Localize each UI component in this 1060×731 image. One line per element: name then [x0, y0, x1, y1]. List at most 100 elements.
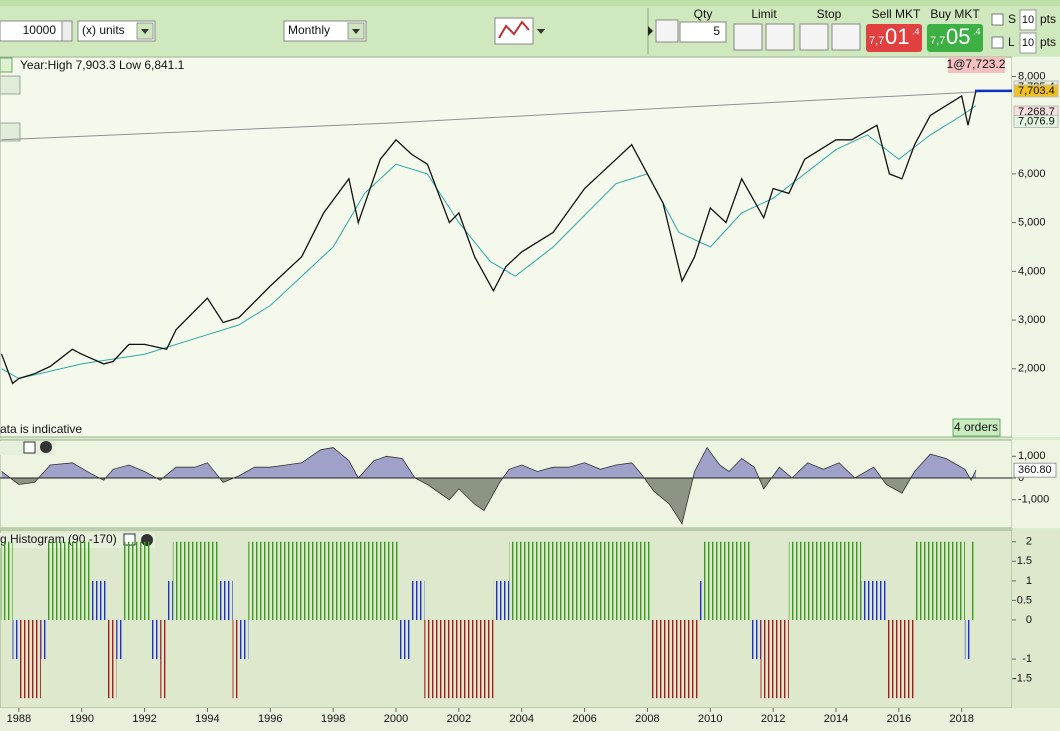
x-tick-label: 2010: [698, 713, 722, 725]
stop-sell-button[interactable]: [831, 23, 861, 51]
units: (x) units: [82, 23, 125, 37]
sell-prefix: 7,7: [869, 35, 884, 47]
histogram-bars: [760, 619, 789, 699]
y-tick-label: 0: [1018, 472, 1024, 484]
x-tick-label: 2016: [887, 713, 911, 725]
stop-pts-box[interactable]: [1019, 9, 1037, 31]
histogram-bars: [18, 619, 41, 699]
limit-pts-box[interactable]: [1019, 32, 1037, 54]
qty-box[interactable]: [679, 21, 727, 43]
y-tick-label: -1: [1022, 653, 1032, 665]
toolbar-top: [0, 0, 1060, 6]
y-tick-label: 4,000: [1018, 265, 1046, 277]
histogram-bars: [697, 580, 704, 620]
y-tick-label: 3,000: [1018, 314, 1046, 326]
price-line: [0, 90, 977, 385]
histogram-bars: [886, 619, 915, 699]
x-tick-label: 2004: [509, 713, 533, 725]
x-tick-label: 1996: [258, 713, 282, 725]
oscillator-panel: [0, 439, 1013, 529]
price-line: [1, 89, 1013, 141]
time-axis: [0, 708, 1060, 731]
histogram-bars: [964, 619, 972, 660]
chart-type-button[interactable]: [494, 17, 534, 45]
histogram-bars: [248, 541, 400, 620]
x-tick-label: 2006: [572, 713, 596, 725]
y-tick-label: 6,000: [1018, 168, 1046, 180]
units-dropdown[interactable]: [77, 20, 156, 42]
y-tick-label: 8,000: [1018, 70, 1046, 82]
current-value-box: [1013, 462, 1057, 478]
price-tag-label: 7,076.9: [1018, 115, 1055, 127]
y-tick-label: 0: [1026, 614, 1032, 626]
price-tag: [1013, 84, 1059, 98]
oscillator-axis-area: [1012, 440, 1060, 528]
sell-button[interactable]: [866, 24, 922, 52]
histogram-bars: [220, 580, 233, 620]
limit-buy-button[interactable]: [733, 23, 763, 51]
histogram-bars: [650, 619, 698, 699]
y-tick-label: 2: [1026, 536, 1032, 548]
maximize-button[interactable]: [23, 441, 36, 454]
histogram-bars: [971, 541, 976, 620]
limit-unit: pts: [1040, 35, 1056, 49]
y-tick-label: -1,000: [1018, 494, 1049, 506]
price-info: Year:High 7,903.3 Low 6,841.1: [20, 58, 185, 72]
histogram-bars: [172, 541, 220, 620]
histogram-bars: [12, 619, 19, 660]
stop-unit: pts: [1040, 12, 1056, 26]
price-line: [1, 105, 977, 380]
limit-sell-button[interactable]: [765, 23, 795, 51]
collapse-arrow[interactable]: [648, 26, 653, 36]
stop-checkbox[interactable]: [991, 13, 1004, 26]
histogram-bars: [106, 619, 117, 699]
x-tick-label: 2018: [949, 713, 973, 725]
x-tick-label: 2000: [384, 713, 408, 725]
price-tag-label: 7,703.4: [1018, 85, 1055, 97]
histogram-bars: [411, 580, 425, 620]
current-value-label: 360.80: [1018, 464, 1052, 476]
buy-button[interactable]: [927, 24, 983, 52]
qty-label: Qty: [694, 7, 713, 21]
orders: 4 orders: [954, 420, 998, 434]
histogram-axis-area: [1012, 530, 1060, 708]
histogram-bars: [160, 619, 167, 699]
stop-buy-button[interactable]: [799, 23, 829, 51]
trade-box[interactable]: [948, 57, 1005, 73]
histogram-bars: [91, 580, 107, 620]
histogram-bars: [45, 541, 92, 620]
x-tick-label: 1992: [132, 713, 156, 725]
order-tab[interactable]: [0, 122, 21, 142]
spinner[interactable]: [61, 20, 73, 42]
sell-big: 01: [885, 24, 909, 49]
y-tick-label: 0.5: [1017, 594, 1032, 606]
buy-big: 05: [946, 24, 970, 49]
period-dropdown[interactable]: [283, 20, 367, 42]
histogram-bars: [0, 541, 13, 620]
orders-box[interactable]: [952, 418, 1001, 437]
histogram-bars: [232, 619, 239, 699]
x-tick-label: 2008: [635, 713, 659, 725]
histogram-bars: [238, 619, 249, 660]
histogram-bars: [509, 541, 651, 620]
settings-button[interactable]: [655, 19, 679, 43]
x-tick-label: 2012: [761, 713, 785, 725]
x-tick-label: 1988: [7, 713, 31, 725]
histogram-bars: [122, 541, 151, 620]
price-tag: [1013, 114, 1059, 128]
x-tick-label: 1998: [321, 713, 345, 725]
x-tick-label: 1994: [195, 713, 219, 725]
y-tick-label: 5,000: [1018, 217, 1046, 229]
sell-suffix: .4: [912, 26, 920, 36]
limit-checkbox[interactable]: [991, 36, 1004, 49]
y-tick-label: 1: [1026, 575, 1032, 587]
limit-pts: 10: [1022, 37, 1034, 49]
histogram-bars: [861, 580, 887, 620]
close-button[interactable]: [40, 441, 52, 453]
stop-check-label: S: [1008, 12, 1016, 26]
panel-icon[interactable]: [0, 57, 13, 73]
oscillator-area-positive: [1, 447, 976, 479]
order-tab[interactable]: [0, 75, 21, 95]
histogram-bars: [40, 619, 46, 660]
